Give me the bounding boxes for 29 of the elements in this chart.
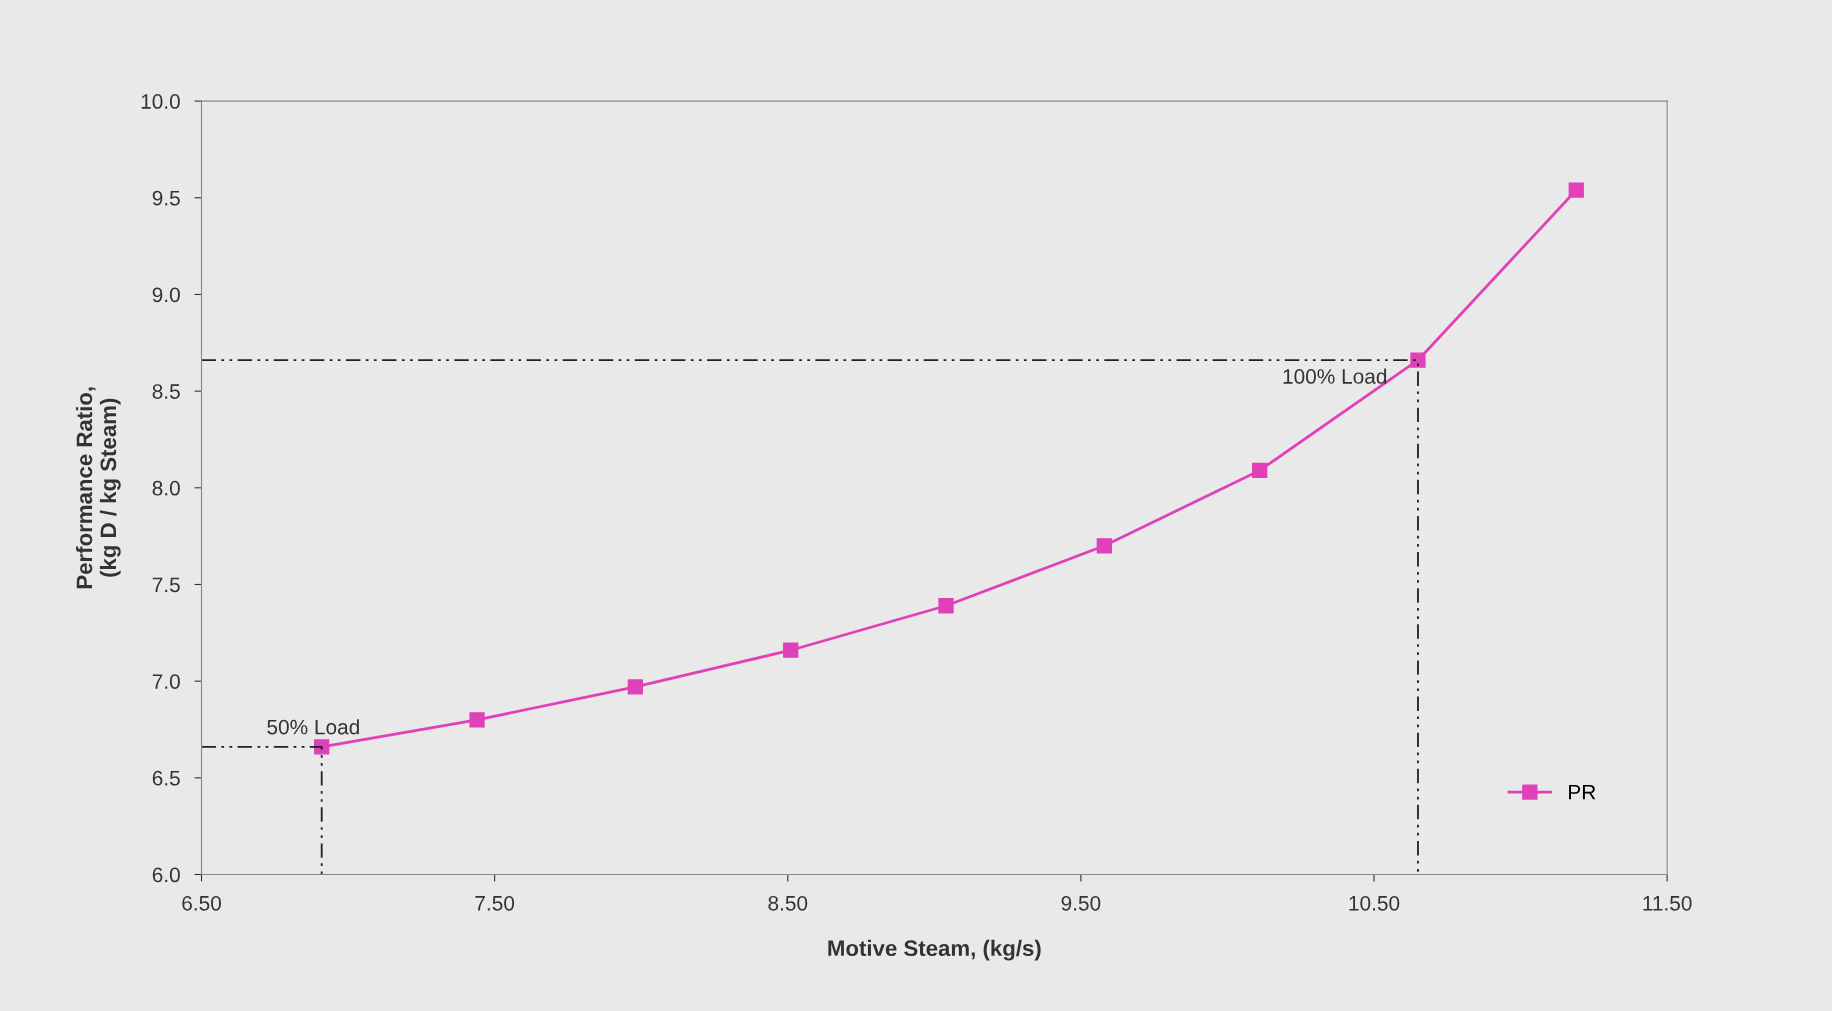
legend-label: PR (1569, 785, 1596, 800)
y-tick-label: 7.5 (152, 577, 180, 593)
y-tick-label: 7.0 (152, 674, 180, 689)
annotation: 100% Load (1283, 368, 1387, 384)
x-axis-title: Motive Steam, (kg/s) (828, 939, 1041, 961)
x-tick-label: 11.50 (1643, 895, 1692, 911)
point (627, 679, 643, 695)
y-tick-label: 9.0 (152, 287, 180, 303)
y-tick-label: 6.5 (152, 770, 180, 786)
y-tick-label: 8.5 (152, 384, 180, 399)
point (783, 642, 799, 658)
x-tick-label: 9.50 (1061, 895, 1101, 911)
point (1096, 538, 1112, 554)
x-tick-label: 6.50 (182, 895, 221, 911)
y-tick-label: 9.5 (152, 190, 180, 206)
point (1568, 182, 1584, 198)
point (1252, 462, 1268, 479)
y-axis-title: Performance Ratio, (kg D / kg Steam) (75, 387, 121, 589)
y-tick-label: 8.0 (152, 480, 180, 496)
x-tick-label: 8.50 (768, 895, 808, 911)
point (938, 598, 954, 614)
x-tick-label: 10.50 (1349, 895, 1400, 911)
y-tick-label: 6.0 (152, 867, 180, 883)
y-tick-label: 10.0 (141, 94, 180, 109)
annotation: 50% Load (267, 719, 359, 735)
point (1410, 352, 1426, 368)
point (469, 712, 485, 728)
point (314, 739, 330, 755)
x-tick-label: 7.50 (475, 895, 515, 911)
